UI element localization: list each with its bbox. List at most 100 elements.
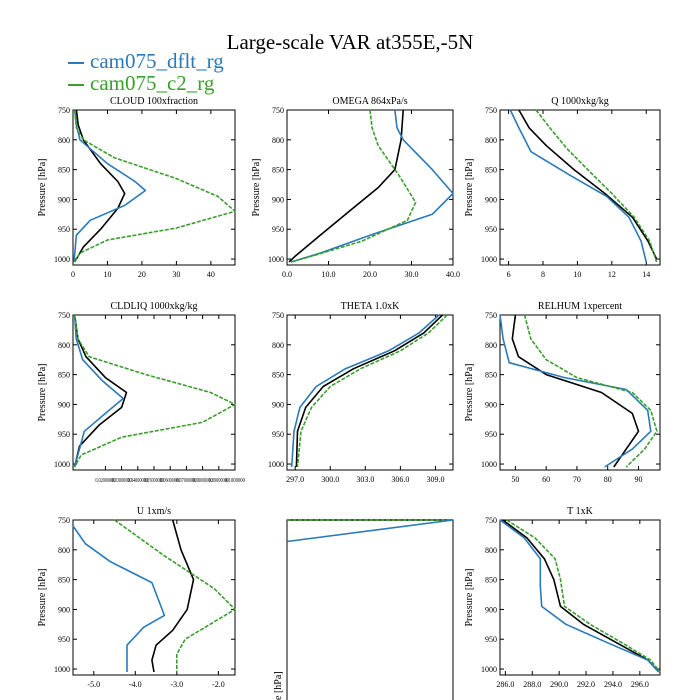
x-tick-label: 60 <box>542 475 550 484</box>
x-tick-label: 40.0 <box>446 270 460 279</box>
series-line-1 <box>288 109 404 263</box>
y-tick-label: 900 <box>58 400 70 409</box>
y-tick-label: 750 <box>485 311 497 320</box>
x-tick-label: 297.0 <box>286 475 304 484</box>
y-tick-label: 750 <box>485 106 497 115</box>
y-tick-label: 900 <box>272 400 284 409</box>
y-tick-label: 800 <box>58 341 70 350</box>
x-tick-label: 30.0 <box>405 270 419 279</box>
panel-frame <box>499 314 661 471</box>
y-tick-label: 850 <box>485 166 497 175</box>
series-line-1 <box>295 314 444 468</box>
x-tick-label: 0.06000000 <box>160 478 180 484</box>
y-tick-label: 900 <box>58 605 70 614</box>
panel-title: CLDLIQ 1000xkg/kg <box>111 301 198 312</box>
y-tick-label: 800 <box>58 546 70 555</box>
y-tick-label: 900 <box>58 195 70 204</box>
series-line-3 <box>290 109 417 263</box>
series-line-1 <box>518 109 658 260</box>
y-tick-label: 800 <box>485 341 497 350</box>
series-line-2 <box>73 314 124 468</box>
panel-title: T 1xK <box>567 506 593 517</box>
series-line-2 <box>290 314 440 468</box>
panel-title: OMEGA 864xPa/s <box>332 96 407 107</box>
panel-frame <box>72 519 236 676</box>
y-tick-label: 1000 <box>54 255 70 264</box>
x-tick-label: 294.0 <box>604 680 622 689</box>
y-tick-label: 1000 <box>481 255 497 264</box>
series-line-1 <box>502 519 660 673</box>
x-tick-label: 10.0 <box>322 270 336 279</box>
series-line-2 <box>73 109 147 263</box>
series-line-3 <box>506 519 661 673</box>
panel-9: 750 800 850 900 950 1000 286.0 288.0 290.0 292.0 2… <box>464 506 661 689</box>
legend-label-c2: cam075_c2_rg <box>90 71 215 95</box>
y-tick-label: 1000 <box>481 665 497 674</box>
x-tick-label: 8 <box>541 270 545 279</box>
y-tick-label: 750 <box>58 311 70 320</box>
series-line-3 <box>286 519 454 543</box>
y-tick-label: 950 <box>58 430 70 439</box>
x-tick-label: -4.0 <box>129 680 142 689</box>
y-tick-label: 900 <box>485 605 497 614</box>
y-tick-label: 950 <box>485 225 497 234</box>
y-axis-label: Pressure [hPa] <box>37 363 48 421</box>
series-line-1 <box>73 314 128 468</box>
y-tick-label: 800 <box>272 136 284 145</box>
panel-title: U 1xm/s <box>137 506 171 517</box>
series-line-3 <box>535 109 658 263</box>
y-tick-label: 1000 <box>54 460 70 469</box>
x-tick-label: 0.05000000 <box>144 478 164 484</box>
y-tick-label: 900 <box>272 195 284 204</box>
panel-frame <box>286 519 454 700</box>
x-tick-label: 288.0 <box>523 680 541 689</box>
x-tick-label: 50 <box>511 475 519 484</box>
panel-title: THETA 1.0xK <box>341 301 400 312</box>
y-tick-label: 800 <box>485 546 497 555</box>
series-line-2 <box>499 519 660 673</box>
x-tick-label: 10 <box>573 270 581 279</box>
y-axis-label: Pressure [hPa] <box>464 158 475 216</box>
x-tick-label: 300.0 <box>321 475 339 484</box>
legend-swatch-dflt <box>68 62 84 65</box>
y-axis-label: Pressure [hPa] <box>37 568 48 626</box>
y-tick-label: 800 <box>272 341 284 350</box>
series-line-2 <box>290 109 454 263</box>
x-tick-label: 286.0 <box>496 680 514 689</box>
legend-label-dflt: cam075_dflt_rg <box>90 49 224 73</box>
figure-title: Large-scale VAR at355E,-5N <box>226 30 474 54</box>
y-tick-label: 850 <box>485 371 497 380</box>
x-tick-label: 309.0 <box>426 475 444 484</box>
y-tick-label: 800 <box>58 136 70 145</box>
panel-6: 750 800 850 900 950 1000 50 60 70 80 90 RELHUM 1xpe… <box>464 301 661 484</box>
y-tick-label: 800 <box>485 136 497 145</box>
x-tick-label: 0.04000000 <box>128 478 148 484</box>
y-tick-label: 950 <box>485 635 497 644</box>
legend-swatch-c2 <box>68 84 84 87</box>
legend-item-dflt: cam075_dflt_rg <box>68 50 224 72</box>
x-tick-label: 0.1000000 <box>225 478 245 484</box>
x-tick-label: 0.09000000 <box>209 478 229 484</box>
y-tick-label: 1000 <box>268 460 284 469</box>
x-tick-label: 12 <box>608 270 616 279</box>
x-tick-label: 0.03000000 <box>112 478 132 484</box>
x-tick-label: 10 <box>103 270 111 279</box>
x-tick-label: 14 <box>642 270 650 279</box>
series-line-3 <box>73 314 236 468</box>
y-tick-label: 750 <box>485 516 497 525</box>
x-tick-label: -3.0 <box>171 680 184 689</box>
panel-4: 75080085090095010000.020000000.030000000… <box>37 301 245 484</box>
y-axis-label: Pressure [hPa] <box>464 363 475 421</box>
y-tick-label: 1000 <box>481 460 497 469</box>
x-tick-label: 30 <box>172 270 180 279</box>
y-tick-label: 900 <box>485 195 497 204</box>
x-tick-label: 296.0 <box>631 680 649 689</box>
series-line-1 <box>511 314 640 468</box>
y-tick-label: 950 <box>272 430 284 439</box>
y-tick-label: 950 <box>272 225 284 234</box>
panel-frame <box>72 109 236 266</box>
x-tick-label: -2.0 <box>212 680 225 689</box>
y-tick-label: 850 <box>272 166 284 175</box>
x-tick-label: 0.08000000 <box>193 478 213 484</box>
